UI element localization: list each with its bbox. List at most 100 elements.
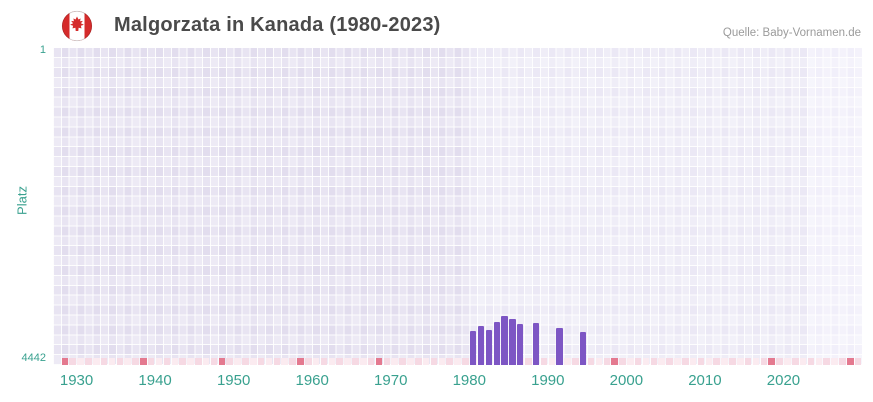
strip-cell bbox=[721, 358, 728, 365]
x-tick-label: 1930 bbox=[59, 372, 94, 389]
strip-cell bbox=[100, 358, 108, 365]
rank-bar[interactable] bbox=[580, 332, 587, 365]
plot-area bbox=[53, 48, 862, 365]
x-tick-label: 1990 bbox=[531, 372, 565, 389]
strip-cell bbox=[784, 358, 791, 365]
strip-cell bbox=[367, 358, 375, 365]
strip-cell bbox=[281, 358, 289, 365]
rank-bar[interactable] bbox=[485, 329, 493, 365]
rank-bar[interactable] bbox=[493, 322, 500, 365]
strip-cell bbox=[713, 358, 720, 365]
strip-cell bbox=[658, 358, 666, 365]
x-axis-ticks: 1930 1940 1950 1960 1970 1980 1990 2000 2010 2020 bbox=[53, 372, 862, 392]
strip-cell bbox=[171, 358, 179, 365]
strip-cell bbox=[729, 358, 736, 365]
unranked-marker-cell bbox=[297, 358, 304, 365]
unranked-marker-cell bbox=[768, 358, 775, 365]
strip-cell bbox=[634, 358, 642, 365]
strip-cell bbox=[179, 358, 186, 365]
strip-cell bbox=[124, 358, 131, 365]
strip-cell bbox=[415, 358, 422, 365]
strip-cell bbox=[352, 358, 359, 365]
strip-cell bbox=[108, 358, 116, 365]
strip-cell bbox=[430, 358, 438, 365]
strip-cell bbox=[776, 358, 783, 365]
strip-cell bbox=[320, 358, 328, 365]
strip-cell bbox=[807, 358, 815, 365]
x-tick-label: 1980 bbox=[452, 372, 486, 389]
strip-cell bbox=[627, 358, 634, 365]
strip-cell bbox=[619, 358, 626, 365]
strip-cell bbox=[815, 358, 823, 365]
strip-cell bbox=[265, 358, 273, 365]
strip-cell bbox=[603, 358, 611, 365]
strip-cell bbox=[689, 358, 697, 365]
strip-cell bbox=[234, 358, 241, 365]
unranked-marker-cell bbox=[218, 358, 226, 365]
y-tick-top: 1 bbox=[39, 44, 46, 56]
strip-cell bbox=[155, 358, 163, 365]
strip-cell bbox=[572, 358, 579, 365]
strip-cell bbox=[407, 358, 414, 365]
strip-cell bbox=[250, 358, 257, 365]
strip-cell bbox=[77, 358, 84, 365]
strip-cell bbox=[147, 358, 155, 365]
strip-cell bbox=[697, 358, 705, 365]
strip-cell bbox=[854, 358, 862, 365]
strip-cell bbox=[839, 358, 846, 365]
strip-cell bbox=[187, 358, 194, 365]
rank-bar[interactable] bbox=[509, 319, 516, 365]
unranked-marker-cell bbox=[61, 358, 69, 365]
strip-cell bbox=[438, 358, 446, 365]
strip-cell bbox=[328, 358, 336, 365]
rank-bar[interactable] bbox=[517, 324, 524, 365]
strip-cell bbox=[85, 358, 92, 365]
strip-cell bbox=[752, 358, 760, 365]
y-tick-bottom: 4442 bbox=[21, 352, 46, 364]
strip-cell bbox=[446, 358, 453, 365]
x-tick-label: 1940 bbox=[138, 372, 172, 389]
x-tick-label: 2000 bbox=[609, 372, 644, 389]
strip-cell bbox=[273, 358, 281, 365]
strip-cell bbox=[744, 358, 752, 365]
strip-cell bbox=[336, 358, 343, 365]
canada-flag-icon bbox=[61, 10, 93, 42]
strip-cell bbox=[226, 358, 234, 365]
y-axis-title: Platz bbox=[14, 186, 30, 215]
strip-cell bbox=[705, 358, 713, 365]
unranked-marker-cell bbox=[140, 358, 147, 365]
strip-cell bbox=[595, 358, 603, 365]
x-tick-label: 1960 bbox=[295, 372, 329, 389]
strip-cell bbox=[548, 358, 556, 365]
strip-cell bbox=[737, 358, 744, 365]
strip-cell bbox=[344, 358, 351, 365]
strip-cell bbox=[163, 358, 171, 365]
strip-cell bbox=[69, 358, 76, 365]
rank-bar[interactable] bbox=[556, 327, 563, 365]
strip-cell bbox=[257, 358, 265, 365]
source-label: Quelle: Baby-Vornamen.de bbox=[722, 27, 861, 39]
strip-cell bbox=[202, 358, 210, 365]
chart-title: Malgorzata in Kanada (1980-2023) bbox=[114, 14, 441, 36]
strip-cell bbox=[289, 358, 296, 365]
strip-cell bbox=[760, 358, 768, 365]
strip-cell bbox=[305, 358, 312, 365]
strip-cell bbox=[792, 358, 799, 365]
rank-bar[interactable] bbox=[477, 326, 485, 365]
rank-bar[interactable] bbox=[470, 330, 477, 365]
strip-cell bbox=[650, 358, 658, 365]
strip-cell bbox=[642, 358, 650, 365]
strip-cell bbox=[391, 358, 398, 365]
x-tick-label: 1950 bbox=[216, 372, 251, 389]
rank-bar[interactable] bbox=[501, 316, 508, 365]
strip-cell bbox=[399, 358, 406, 365]
strip-cell bbox=[799, 358, 807, 365]
x-tick-label: 2020 bbox=[766, 372, 801, 389]
strip-cell bbox=[540, 358, 548, 365]
strip-cell bbox=[462, 358, 469, 365]
strip-cell bbox=[116, 358, 124, 365]
rank-bar[interactable] bbox=[532, 322, 540, 365]
strip-cell bbox=[587, 358, 595, 365]
strip-cell bbox=[132, 358, 139, 365]
x-tick-label: 1970 bbox=[374, 372, 408, 389]
